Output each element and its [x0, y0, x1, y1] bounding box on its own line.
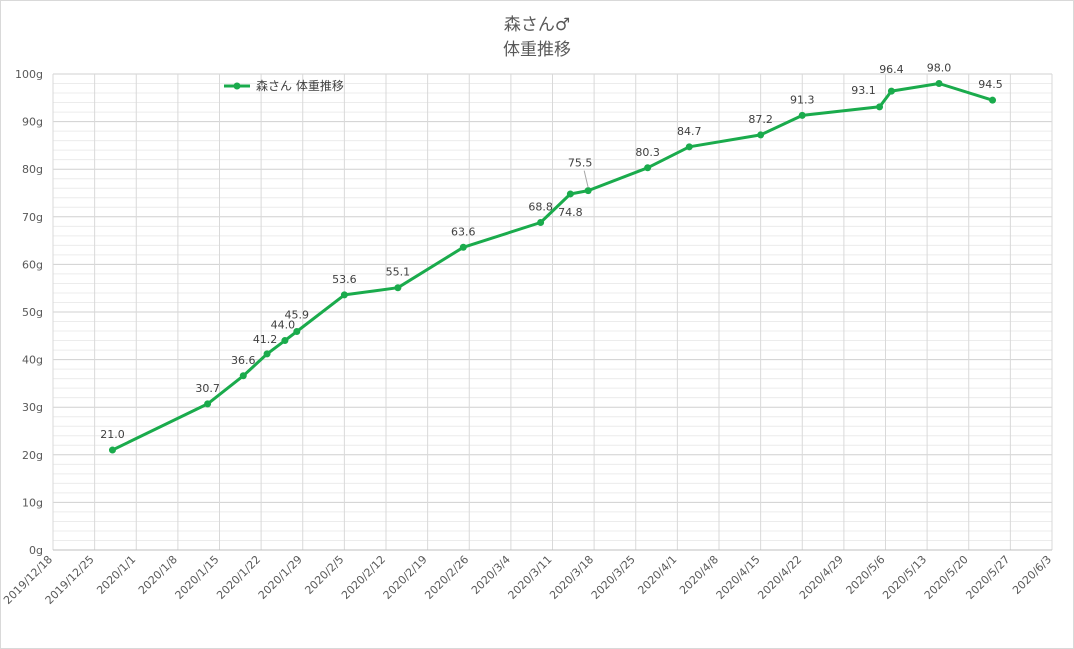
y-tick-label: 80g — [22, 163, 43, 176]
chart-title: 森さん♂ — [503, 15, 571, 35]
data-label: 94.5 — [978, 78, 1003, 91]
grid-lines — [52, 73, 1053, 551]
data-point — [935, 80, 943, 88]
data-point — [263, 350, 271, 358]
y-tick-label: 50g — [22, 306, 43, 319]
x-tick-label: 2020/3/4 — [469, 553, 513, 597]
x-tick-label: 2020/6/3 — [1010, 553, 1054, 597]
x-tick-label: 2020/1/29 — [256, 553, 305, 602]
x-tick-label: 2020/2/5 — [302, 553, 346, 597]
data-point — [644, 164, 652, 172]
x-tick-label: 2020/4/15 — [714, 553, 763, 602]
x-tick-label: 2020/2/19 — [381, 553, 430, 602]
x-tick-label: 2020/3/18 — [547, 553, 596, 602]
y-tick-label: 30g — [22, 401, 43, 414]
x-tick-label: 2020/1/22 — [214, 553, 263, 602]
x-tick-label: 2020/3/25 — [589, 553, 638, 602]
x-tick-label: 2020/1/15 — [173, 553, 222, 602]
data-label: 63.6 — [451, 225, 476, 238]
data-label: 68.8 — [528, 201, 553, 214]
series-layer — [108, 80, 997, 454]
data-point — [757, 131, 765, 139]
leader-line — [583, 170, 589, 188]
data-label: 75.5 — [568, 157, 593, 170]
x-axis-ticks: 2019/12/182019/12/252020/1/12020/1/82020… — [1, 553, 1054, 607]
x-tick-label: 2020/4/22 — [755, 553, 804, 602]
y-tick-label: 20g — [22, 449, 43, 462]
y-tick-label: 70g — [22, 211, 43, 224]
data-label: 87.2 — [748, 113, 773, 126]
data-point — [293, 328, 301, 336]
data-point — [394, 284, 402, 292]
data-point — [239, 372, 247, 380]
x-tick-label: 2020/4/8 — [677, 553, 721, 597]
legend-label: 森さん 体重推移 — [256, 78, 344, 93]
data-point — [281, 337, 289, 345]
legend: 森さん 体重推移 — [224, 78, 344, 93]
data-label: 44.0 — [271, 319, 296, 332]
data-label: 93.1 — [851, 84, 876, 97]
legend-marker-icon — [233, 82, 241, 90]
data-label: 91.3 — [790, 93, 815, 106]
x-tick-label: 2020/4/29 — [797, 553, 846, 602]
data-label: 36.6 — [231, 354, 256, 367]
x-tick-label: 2020/5/27 — [963, 553, 1012, 602]
x-tick-label: 2020/1/8 — [136, 553, 180, 597]
data-point — [566, 190, 574, 198]
data-point — [204, 400, 212, 408]
data-point — [340, 291, 348, 299]
x-tick-label: 2020/1/1 — [94, 553, 138, 597]
x-tick-label: 2020/4/1 — [635, 553, 679, 597]
data-label: 53.6 — [332, 273, 357, 286]
data-point — [584, 187, 592, 195]
data-label: 80.3 — [635, 146, 660, 159]
data-label: 96.4 — [879, 63, 904, 76]
x-tick-label: 2020/5/13 — [880, 553, 929, 602]
x-tick-label: 2020/5/20 — [922, 553, 971, 602]
x-tick-label: 2020/3/11 — [506, 553, 555, 602]
data-point — [459, 243, 467, 251]
y-tick-label: 0g — [29, 544, 43, 557]
series-line — [111, 82, 993, 452]
data-label: 45.9 — [285, 309, 310, 322]
data-point — [108, 446, 116, 454]
data-labels: 21.0 30.7 36.6 41.244.045.9 53.6 55.1 63.6 68.8… — [100, 62, 1003, 442]
data-point — [887, 87, 895, 95]
data-label: 98.0 — [927, 62, 952, 75]
y-axis-ticks: 0g 10g 20g 30g 40g 50g 60g 70g 80g 90g 100g — [15, 68, 43, 557]
x-tick-label: 2020/5/6 — [843, 553, 887, 597]
data-point — [989, 96, 997, 104]
data-point — [876, 103, 884, 111]
y-tick-label: 40g — [22, 354, 43, 367]
data-point — [537, 219, 545, 227]
chart-subtitle: 体重推移 — [503, 40, 571, 60]
data-label: 84.7 — [677, 125, 702, 138]
data-label: 55.1 — [386, 266, 411, 279]
y-tick-label: 60g — [22, 258, 43, 271]
y-tick-label: 90g — [22, 116, 43, 129]
data-point — [685, 143, 693, 151]
data-label: 74.8 — [558, 206, 583, 219]
data-label: 30.7 — [195, 382, 220, 395]
y-tick-label: 10g — [22, 496, 43, 509]
data-point — [798, 111, 806, 119]
y-tick-label: 100g — [15, 68, 43, 81]
x-tick-label: 2020/2/26 — [422, 553, 471, 602]
data-label: 41.2 — [253, 333, 278, 346]
x-tick-label: 2020/2/12 — [339, 553, 388, 602]
data-label: 21.0 — [100, 428, 125, 441]
